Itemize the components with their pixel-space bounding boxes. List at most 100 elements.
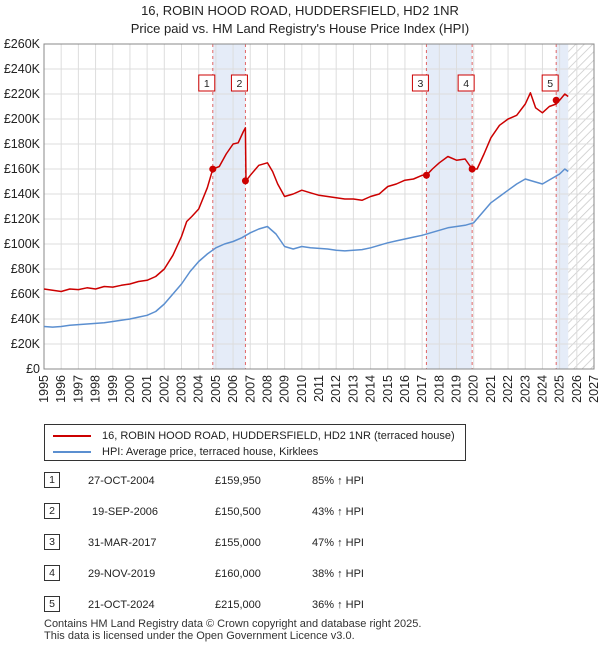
x-tick-label: 2009 [278,375,292,403]
sale-date: 31-MAR-2017 [88,537,157,549]
legend-swatch-hpi [53,451,91,453]
x-tick-label: 2013 [346,375,360,403]
x-tick-label: 1999 [106,375,120,403]
x-tick-label: 2001 [140,375,154,403]
sale-hpi-change: 36% ↑ HPI [312,599,364,611]
x-tick-label: 2027 [587,375,600,403]
x-tick-label: 2022 [501,375,515,403]
x-tick-label: 2012 [329,375,343,403]
y-tick-label: £40K [11,312,41,326]
sale-marker-label: 4 [44,565,60,581]
sale-flag-label: 1 [204,78,210,90]
sale-price: £160,000 [215,568,261,580]
sale-flag-label: 2 [237,78,243,90]
x-tick-label: 2017 [415,375,429,403]
x-tick-label: 1996 [54,375,68,403]
y-tick-label: £60K [11,287,41,301]
sale-date: 27-OCT-2004 [88,475,155,487]
x-tick-label: 2019 [450,375,464,403]
y-tick-label: £100K [4,237,41,251]
y-tick-label: £140K [4,187,41,201]
x-tick-label: 2004 [192,375,206,403]
sale-hpi-change: 38% ↑ HPI [312,568,364,580]
x-tick-label: 2003 [175,375,189,403]
x-tick-label: 2020 [467,375,481,403]
chart-title-line1: 16, ROBIN HOOD ROAD, HUDDERSFIELD, HD2 1… [141,3,459,18]
x-tick-label: 2021 [484,375,498,403]
x-tick-label: 2025 [553,375,567,403]
sale-point [241,177,249,185]
chart-title-line2: Price paid vs. HM Land Registry's House … [131,21,469,36]
y-tick-label: £160K [4,162,41,176]
sale-date: 29-NOV-2019 [88,568,156,580]
x-tick-label: 2023 [518,375,532,403]
y-tick-label: £220K [4,87,41,101]
y-tick-label: £20K [11,337,41,351]
series-line-hpi [43,168,569,328]
sale-hpi-change: 47% ↑ HPI [312,537,364,549]
x-tick-label: 2018 [432,375,446,403]
sale-flag-box [411,74,429,92]
sale-date: 19-SEP-2006 [92,506,159,518]
footer: Contains HM Land Registry data © Crown c… [44,618,422,642]
sale-hpi-change: 85% ↑ HPI [312,475,364,487]
sale-marker-label: 2 [44,503,60,519]
sale-row: 3 31-MAR-2017 £155,000 47% ↑ HPI [0,532,600,554]
y-tick-label: £240K [4,62,41,76]
sale-flag-label: 3 [418,78,424,90]
chart-legend: 16, ROBIN HOOD ROAD, HUDDERSFIELD, HD2 1… [44,424,466,461]
sale-marker-label: 1 [44,472,60,488]
sale-period-band [212,44,246,369]
x-tick-label: 2016 [398,375,412,403]
future-hatch [568,44,594,369]
sale-price: £215,000 [215,599,261,611]
x-tick-label: 2007 [243,375,257,403]
x-tick-label: 2002 [157,375,171,403]
footer-licence: This data is licensed under the Open Gov… [44,629,355,642]
x-tick-label: 1998 [89,375,103,403]
sale-flag-box [457,74,475,92]
y-tick-label: £80K [11,262,41,276]
x-tick-label: 2015 [381,375,395,403]
sale-flag-box [198,74,216,92]
sale-period-band [426,44,473,369]
sale-price: £150,500 [215,506,261,518]
sale-flag-label: 4 [463,78,469,90]
sale-period-band [556,44,569,369]
x-tick-label: 2006 [226,375,240,403]
legend-swatch-sales [53,435,91,437]
x-tick-label: 2024 [535,375,549,403]
x-tick-label: 2008 [260,375,274,403]
legend-label-sales: 16, ROBIN HOOD ROAD, HUDDERSFIELD, HD2 1… [102,430,455,442]
x-tick-label: 2026 [570,375,584,403]
y-tick-label: £0 [26,362,40,376]
y-tick-label: £120K [4,212,41,226]
sale-point [209,165,217,173]
x-tick-label: 2010 [295,375,309,403]
sale-flag-box [230,74,248,92]
sale-point [468,165,476,173]
sale-row: 4 29-NOV-2019 £160,000 38% ↑ HPI [0,563,600,585]
sale-marker-label: 3 [44,534,60,550]
footer-copyright: Contains HM Land Registry data © Crown c… [44,618,422,630]
legend-label-hpi: HPI: Average price, terraced house, Kirk… [102,446,319,458]
x-tick-label: 1995 [37,375,51,403]
sale-hpi-change: 43% ↑ HPI [312,506,364,518]
x-tick-label: 2000 [123,375,137,403]
sale-price: £159,950 [215,475,261,487]
sale-price: £155,000 [215,537,261,549]
sale-flag-label: 5 [547,78,553,90]
plot-frame [43,43,595,370]
y-tick-label: £180K [4,137,41,151]
sale-marker-label: 5 [44,596,60,612]
series-line-sales [43,92,569,293]
sale-point [422,171,430,179]
x-tick-label: 1997 [71,375,85,403]
legend-item-sales: 16, ROBIN HOOD ROAD, HUDDERSFIELD, HD2 1… [53,428,455,444]
y-tick-label: £200K [4,112,41,126]
sale-date: 21-OCT-2024 [88,599,155,611]
sale-row: 2 19-SEP-2006 £150,500 43% ↑ HPI [0,501,600,523]
x-tick-label: 2014 [364,375,378,403]
x-tick-label: 2011 [312,375,326,402]
legend-item-hpi: HPI: Average price, terraced house, Kirk… [53,444,318,460]
